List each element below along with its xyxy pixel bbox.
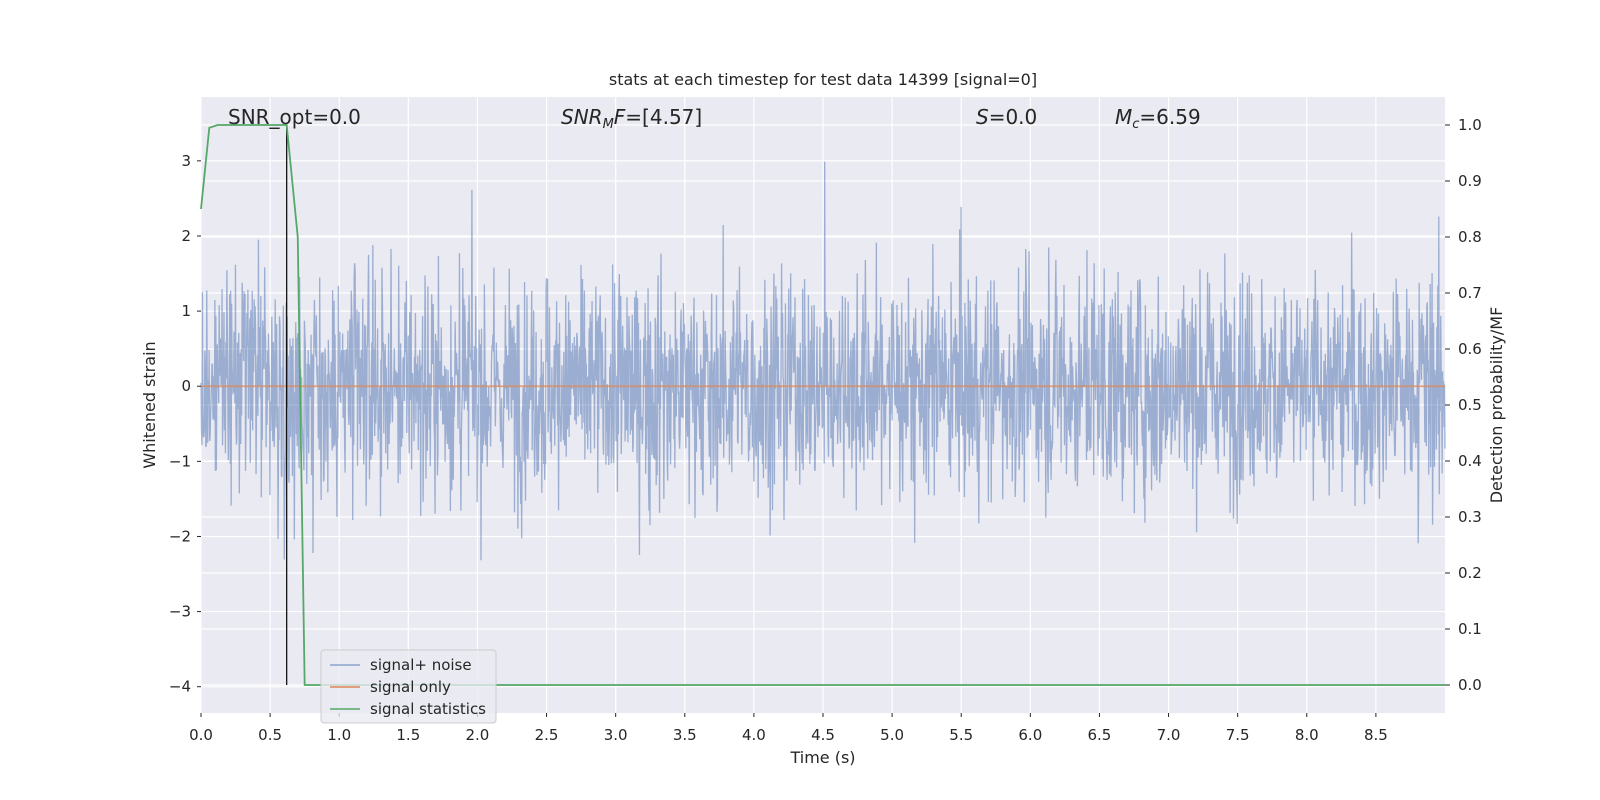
- right-y-tick-label: 0.3: [1458, 508, 1482, 526]
- chart-title: stats at each timestep for test data 143…: [609, 70, 1037, 89]
- right-y-tick-label: 0.6: [1458, 340, 1482, 358]
- x-tick-label: 1.0: [327, 726, 351, 744]
- x-tick-label: 5.5: [949, 726, 973, 744]
- x-tick-label: 4.0: [742, 726, 766, 744]
- signal-noise-line: [200, 161, 1446, 561]
- left-y-axis-label: Whitened strain: [140, 341, 159, 468]
- right-y-tick-label: 0.7: [1458, 284, 1482, 302]
- x-tick-label: 2.0: [466, 726, 490, 744]
- annotation-snr-mf-tail: F: [614, 105, 626, 129]
- right-y-tick-label: 0.8: [1458, 228, 1482, 246]
- x-tick-label: 2.5: [535, 726, 559, 744]
- annotation-mc-value: =6.59: [1139, 105, 1200, 129]
- annotation-mc-subscript: c: [1132, 117, 1139, 132]
- legend-label-signal-noise: signal+ noise: [370, 656, 472, 674]
- annotation-snr-mf-value: =[4.57]: [625, 105, 702, 129]
- right-y-tick-label: 0.2: [1458, 564, 1482, 582]
- x-tick-label: 7.0: [1157, 726, 1181, 744]
- annotation-s-symbol: S: [976, 105, 989, 129]
- signal-statistics-line: [200, 124, 1445, 686]
- legend-label-signal-statistics: signal statistics: [370, 700, 486, 718]
- left-y-tick-label: −1: [169, 452, 191, 470]
- right-y-tick-label: 0.4: [1458, 452, 1482, 470]
- left-y-tick-label: −3: [169, 603, 191, 621]
- left-y-tick-label: 0: [181, 377, 191, 395]
- legend-box: [320, 649, 497, 724]
- left-y-tick-label: 3: [181, 152, 191, 170]
- x-tick-label: 8.5: [1364, 726, 1388, 744]
- x-tick-label: 7.5: [1226, 726, 1250, 744]
- annotation-s-value: =0.0: [989, 105, 1038, 129]
- left-y-tick-label: 2: [181, 227, 191, 245]
- annotation-snr-mf-symbol: SNR: [561, 105, 603, 129]
- right-y-axis-label: Detection probability/MF: [1487, 307, 1506, 504]
- annotation-snr-mf: SNRMF=[4.57]: [561, 105, 702, 132]
- annotation-mc: Mc=6.59: [1115, 105, 1201, 132]
- right-y-tick-label: 0.0: [1458, 676, 1482, 694]
- left-y-tick-label: −4: [169, 678, 191, 696]
- left-y-tick-label: −2: [169, 527, 191, 545]
- x-tick-label: 6.0: [1018, 726, 1042, 744]
- x-tick-label: 1.5: [396, 726, 420, 744]
- x-tick-label: 0.0: [189, 726, 213, 744]
- x-tick-label: 8.0: [1295, 726, 1319, 744]
- right-y-tick-label: 0.1: [1458, 620, 1482, 638]
- x-axis-ticks: 0.0 0.5 1.0 1.5 2.0 2.5 3.0 3.5 4.0 4.5 5.0 5.5 6.0 6…: [189, 713, 1388, 744]
- annotation-snr-opt: SNR_opt=0.0: [228, 105, 361, 129]
- series-lines: [200, 124, 1445, 686]
- right-y-tick-label: 0.5: [1458, 396, 1482, 414]
- legend: signal+ noise signal only signal statist…: [320, 649, 497, 724]
- annotation-mc-symbol: M: [1115, 105, 1132, 129]
- annotation-snr-mf-subscript: M: [603, 117, 614, 132]
- left-y-axis-ticks: −4 −3 −2 −1 0 1 2 3: [169, 152, 201, 696]
- annotation-s: S=0.0: [976, 105, 1037, 129]
- right-y-tick-label: 0.9: [1458, 172, 1482, 190]
- right-y-tick-label: 1.0: [1458, 116, 1482, 134]
- legend-label-signal-only: signal only: [370, 678, 451, 696]
- x-tick-label: 0.5: [258, 726, 282, 744]
- x-tick-label: 4.5: [811, 726, 835, 744]
- x-tick-label: 6.5: [1088, 726, 1112, 744]
- x-tick-label: 3.0: [604, 726, 628, 744]
- left-y-tick-label: 1: [181, 302, 191, 320]
- x-tick-label: 5.0: [880, 726, 904, 744]
- right-y-axis-ticks: 0.0 0.1 0.2 0.3 0.4 0.5 0.6 0.7 0.8 0.9 1.0: [1445, 116, 1482, 694]
- series-signal-noise: [200, 161, 1446, 561]
- x-tick-label: 3.5: [673, 726, 697, 744]
- x-axis-label: Time (s): [789, 748, 855, 767]
